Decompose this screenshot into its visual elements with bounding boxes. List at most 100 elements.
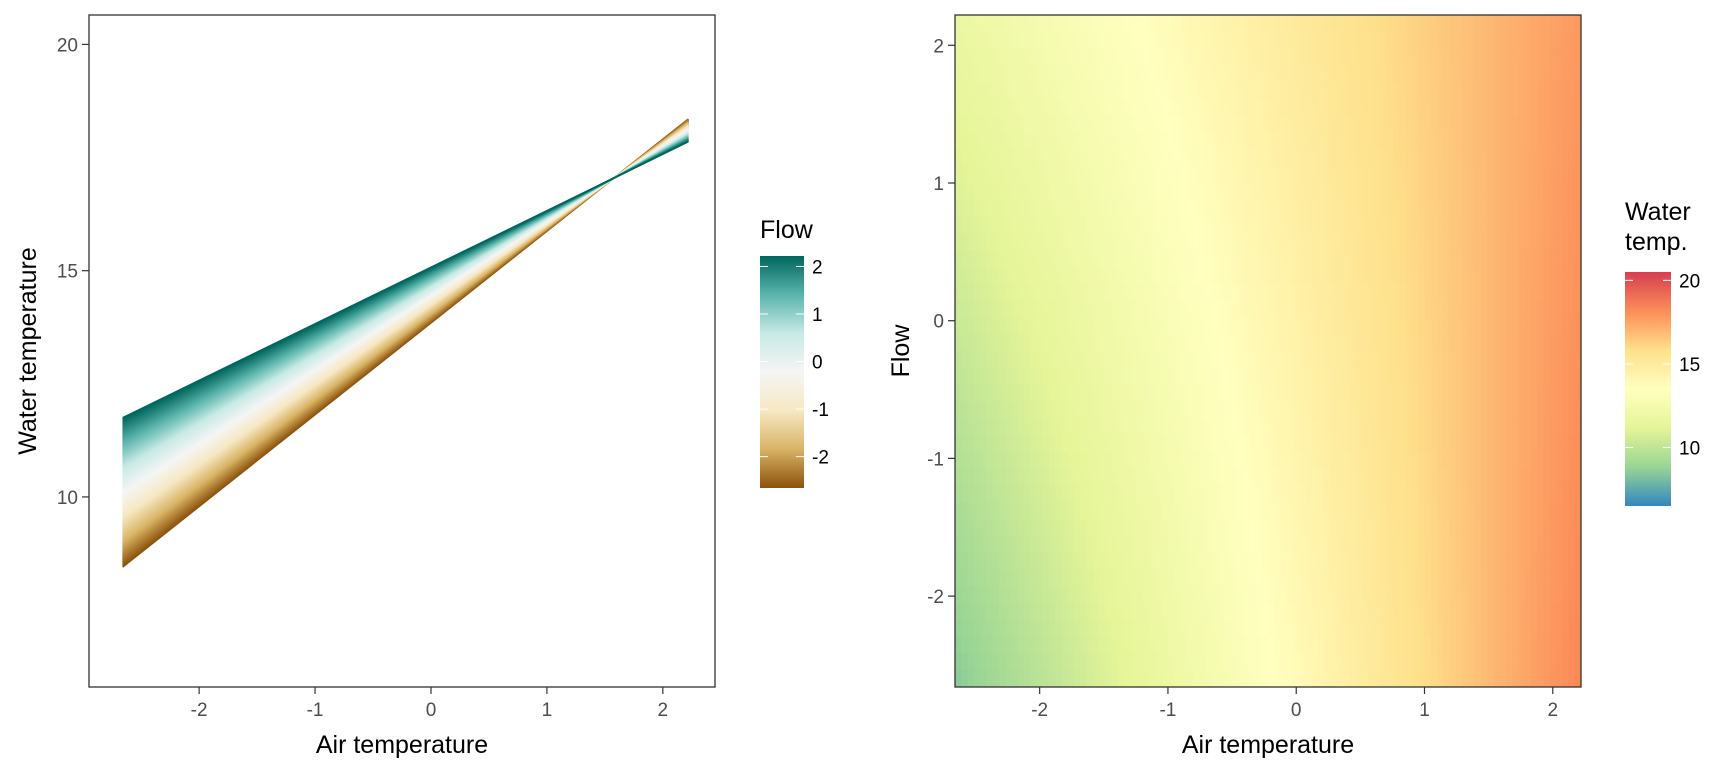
- heatmap-cell: [1524, 115, 1532, 134]
- heatmap-cell: [1042, 468, 1050, 486]
- heatmap-cell: [1086, 569, 1094, 587]
- heatmap-cell: [1555, 451, 1563, 470]
- heatmap-cell: [1524, 351, 1532, 369]
- heatmap-cell: [1249, 351, 1257, 369]
- heatmap-cell: [1023, 15, 1031, 33]
- heatmap-cell: [1537, 670, 1545, 687]
- heatmap-cell: [1480, 65, 1488, 83]
- heatmap-cell: [1311, 351, 1319, 369]
- heatmap-cell: [1562, 300, 1570, 318]
- heatmap-cell: [986, 418, 994, 436]
- heatmap-cell: [1418, 132, 1426, 150]
- heatmap-cell: [1280, 619, 1288, 638]
- heatmap-cell: [1030, 619, 1037, 638]
- heatmap-cell: [1537, 653, 1545, 671]
- heatmap-cell: [998, 300, 1006, 318]
- heatmap-cell: [1349, 384, 1357, 402]
- heatmap-cell: [1499, 31, 1507, 50]
- heatmap-cell: [1455, 317, 1463, 335]
- heatmap-cell: [1424, 502, 1432, 520]
- heatmap-cell: [1286, 300, 1294, 318]
- heatmap-cell: [1468, 115, 1476, 134]
- heatmap-cell: [1493, 317, 1501, 335]
- heatmap-cell: [1186, 267, 1194, 285]
- heatmap-cell: [1493, 149, 1501, 167]
- heatmap-cell: [1042, 31, 1050, 50]
- heatmap-cell: [1449, 367, 1457, 386]
- heatmap-cell: [1161, 418, 1169, 436]
- heatmap-cell: [1537, 401, 1545, 419]
- heatmap-cell: [1562, 603, 1570, 621]
- heatmap-cell: [1480, 115, 1488, 134]
- heatmap-cell: [1336, 267, 1344, 285]
- heatmap-cell: [1505, 267, 1513, 285]
- heatmap-cell: [1405, 48, 1413, 66]
- heatmap-cell: [998, 82, 1006, 100]
- heatmap-cell: [1449, 199, 1457, 218]
- heatmap-cell: [1192, 300, 1200, 318]
- heatmap-cell: [1105, 334, 1113, 352]
- heatmap-cell: [1117, 569, 1125, 587]
- heatmap-cell: [1336, 401, 1344, 419]
- heatmap-cell: [986, 670, 994, 687]
- heatmap-cell: [1149, 569, 1156, 587]
- heatmap-cell: [1493, 653, 1501, 671]
- heatmap-cell: [1098, 351, 1106, 369]
- heatmap-cell: [1080, 99, 1088, 117]
- heatmap-cell: [1017, 300, 1025, 318]
- heatmap-cell: [1405, 619, 1413, 638]
- heatmap-cell: [1330, 283, 1338, 302]
- heatmap-cell: [1036, 267, 1044, 285]
- heatmap-cell: [1336, 519, 1344, 537]
- heatmap-cell: [1217, 384, 1225, 402]
- heatmap-cell: [1343, 132, 1350, 150]
- heatmap-cell: [1462, 233, 1469, 251]
- heatmap-cell: [1186, 367, 1194, 386]
- heatmap-cell: [1124, 334, 1131, 352]
- heatmap-cell: [1149, 519, 1156, 537]
- heatmap-cell: [1217, 569, 1225, 587]
- heatmap-cell: [955, 99, 962, 117]
- heatmap-cell: [1355, 317, 1363, 335]
- heatmap-cell: [1549, 250, 1557, 268]
- heatmap-cell: [1236, 233, 1244, 251]
- heatmap-cell: [1130, 199, 1138, 218]
- heatmap-cell: [1299, 351, 1307, 369]
- heatmap-cell: [1330, 603, 1338, 621]
- heatmap-cell: [1443, 82, 1451, 100]
- heatmap-cell: [1205, 183, 1213, 201]
- heatmap-cell: [1286, 603, 1294, 621]
- heatmap-cell: [1311, 367, 1319, 386]
- heatmap-cell: [1549, 283, 1557, 302]
- heatmap-cell: [986, 267, 994, 285]
- heatmap-cell: [1468, 468, 1476, 486]
- heatmap-cell: [1336, 166, 1344, 184]
- heatmap-cell: [1455, 48, 1463, 66]
- heatmap-cell: [986, 435, 994, 453]
- heatmap-cell: [1186, 586, 1194, 604]
- heatmap-cell: [1343, 31, 1350, 50]
- heatmap-cell: [1343, 451, 1350, 470]
- heatmap-cell: [1524, 233, 1532, 251]
- heatmap-cell: [955, 468, 962, 486]
- heatmap-cell: [1061, 132, 1069, 150]
- heatmap-cell: [1487, 199, 1494, 218]
- heatmap-cell: [1349, 300, 1357, 318]
- heatmap-cell: [1073, 351, 1081, 369]
- heatmap-cell: [1036, 31, 1044, 50]
- heatmap-cell: [1462, 183, 1469, 201]
- heatmap-cell: [1380, 48, 1388, 66]
- heatmap-cell: [1437, 65, 1444, 83]
- heatmap-cell: [1174, 586, 1181, 604]
- heatmap-cell: [1080, 535, 1088, 554]
- heatmap-cell: [1161, 384, 1169, 402]
- heatmap-cell: [1274, 317, 1282, 335]
- heatmap-cell: [1324, 183, 1332, 201]
- heatmap-cell: [1549, 384, 1557, 402]
- heatmap-cell: [1343, 468, 1350, 486]
- heatmap-cell: [1311, 115, 1319, 134]
- heatmap-cell: [1318, 485, 1325, 503]
- heatmap-cell: [1180, 367, 1188, 386]
- heatmap-cell: [1380, 485, 1388, 503]
- heatmap-cell: [1286, 199, 1294, 218]
